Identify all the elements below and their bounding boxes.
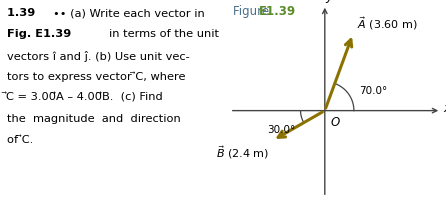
- Text: x: x: [443, 102, 446, 115]
- Text: ⃗C = 3.00⃗A – 4.00⃗B.  (c) Find: ⃗C = 3.00⃗A – 4.00⃗B. (c) Find: [7, 93, 163, 103]
- Text: vectors î and ĵ. (b) Use unit vec-: vectors î and ĵ. (b) Use unit vec-: [7, 50, 190, 61]
- Text: 30.0°: 30.0°: [268, 125, 296, 135]
- Text: Fig. E1.39: Fig. E1.39: [7, 29, 75, 39]
- Text: $\vec{A}$ (3.60 m): $\vec{A}$ (3.60 m): [357, 15, 417, 32]
- Text: of ⃗C.: of ⃗C.: [7, 135, 33, 145]
- Text: •• (a) Write each vector in: •• (a) Write each vector in: [54, 8, 205, 18]
- Text: 70.0°: 70.0°: [359, 86, 387, 96]
- Text: tors to express vector ⃗C, where: tors to express vector ⃗C, where: [7, 72, 185, 82]
- Text: E1.39: E1.39: [259, 5, 296, 18]
- Text: the  magnitude  and  direction: the magnitude and direction: [7, 114, 181, 124]
- Text: $\vec{B}$ (2.4 m): $\vec{B}$ (2.4 m): [216, 144, 269, 161]
- Text: O: O: [330, 116, 340, 129]
- Text: 1.39: 1.39: [7, 8, 39, 18]
- Text: y: y: [325, 0, 332, 3]
- Text: in terms of the unit: in terms of the unit: [109, 29, 219, 39]
- Text: Figure: Figure: [233, 5, 273, 18]
